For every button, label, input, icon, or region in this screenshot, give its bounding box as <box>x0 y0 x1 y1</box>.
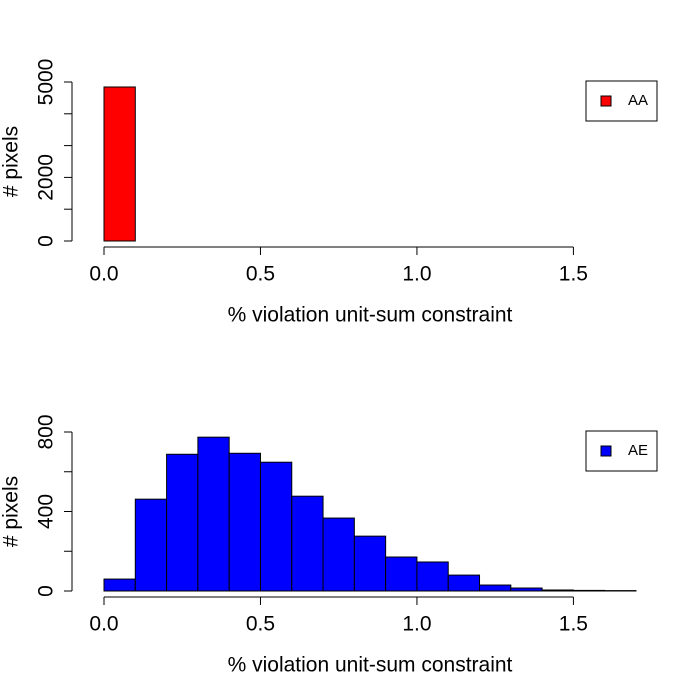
bar <box>541 589 574 592</box>
x-tick-label: 0.5 <box>246 613 275 636</box>
bar <box>447 574 481 592</box>
x-axis-label: % violation unit-sum constraint <box>228 654 513 677</box>
bar <box>572 589 606 592</box>
x-tick-label: 1.5 <box>559 613 588 636</box>
bar <box>259 461 293 592</box>
y-axis-label: # pixels <box>0 476 23 547</box>
bar <box>353 535 387 592</box>
y-tick-label: 400 <box>35 494 58 529</box>
bar <box>228 452 261 592</box>
legend-label: AA <box>628 92 648 109</box>
x-tick-label: 1.5 <box>559 263 588 286</box>
legend-box <box>585 430 658 472</box>
bar <box>416 561 449 592</box>
x-tick-label: 0.0 <box>89 263 118 286</box>
legend-swatch <box>600 95 612 107</box>
legend-label: AE <box>628 442 648 459</box>
bar <box>166 453 199 592</box>
bar <box>510 587 543 592</box>
y-tick-label: 5000 <box>35 59 58 106</box>
bar <box>103 86 136 242</box>
legend-box <box>585 80 658 122</box>
y-tick-label: 2000 <box>35 154 58 201</box>
legend-swatch <box>600 445 612 457</box>
bar <box>479 584 512 592</box>
x-tick-label: 0.5 <box>246 263 275 286</box>
x-tick-label: 1.0 <box>402 263 431 286</box>
bar <box>291 495 324 592</box>
x-tick-label: 1.0 <box>402 613 431 636</box>
y-axis-label: # pixels <box>0 126 23 197</box>
bar <box>197 436 230 592</box>
x-tick-label: 0.0 <box>89 613 118 636</box>
y-tick-label: 800 <box>35 414 58 449</box>
bar <box>103 578 136 592</box>
y-tick-label: 0 <box>35 585 58 597</box>
bar <box>322 517 355 592</box>
x-axis-label: % violation unit-sum constraint <box>228 304 513 327</box>
y-tick-label: 0 <box>35 235 58 247</box>
bar <box>134 498 168 592</box>
bar <box>385 556 418 592</box>
